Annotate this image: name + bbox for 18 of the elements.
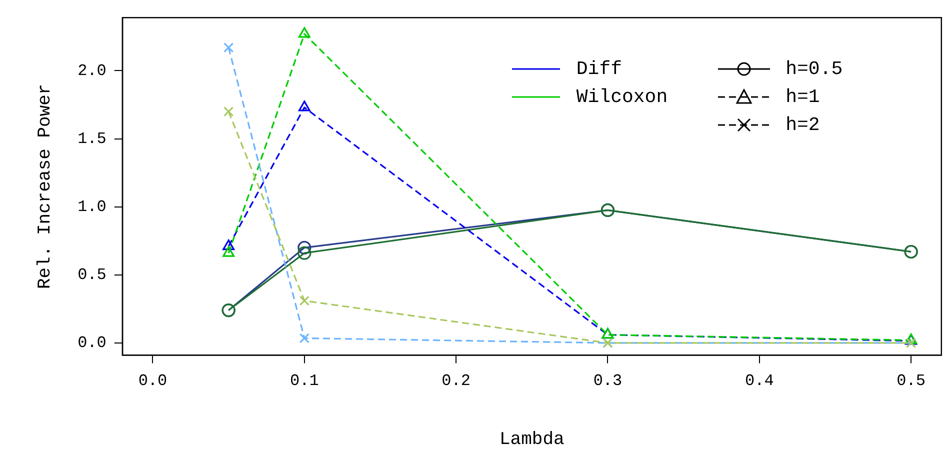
y-tick-label: 1.5	[78, 130, 106, 148]
x-tick-label: 0.5	[896, 372, 926, 390]
x-tick-label: 0.0	[138, 372, 168, 390]
y-tick-label: 0.5	[78, 266, 106, 284]
x-axis-title: Lambda	[499, 430, 565, 450]
y-tick-label: 1.0	[78, 198, 106, 216]
annotation: h=2	[786, 114, 820, 136]
annotation: h=1	[786, 86, 820, 108]
x-tick-label: 0.1	[290, 372, 319, 390]
legend-label: Diff	[576, 58, 622, 80]
x-tick-label: 0.4	[744, 372, 774, 390]
x-tick-label: 0.3	[593, 372, 622, 390]
x-tick-label: 0.2	[442, 372, 470, 390]
y-tick-label: 0.0	[78, 334, 106, 352]
y-axis-title: Rel. Increase Power	[36, 84, 56, 290]
legend-label: Wilcoxon	[576, 86, 668, 108]
y-tick-label: 2.0	[78, 62, 106, 80]
annotation: h=0.5	[786, 58, 843, 80]
